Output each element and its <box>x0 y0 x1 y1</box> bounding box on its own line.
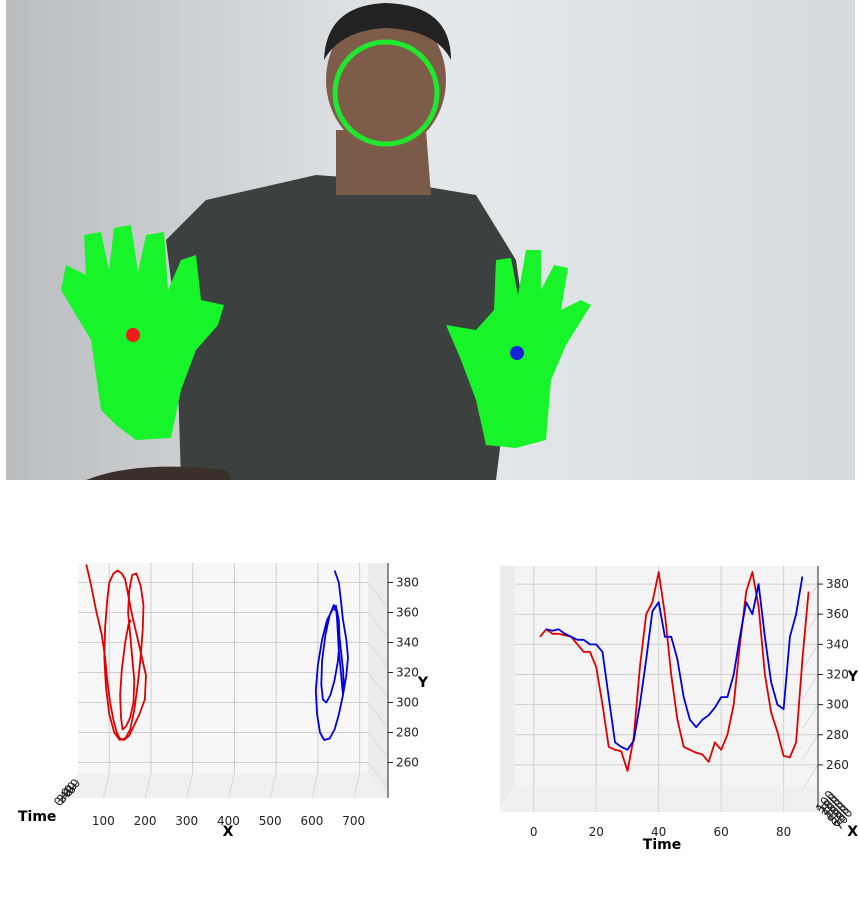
floor-grid-line <box>227 772 235 799</box>
person-shirt <box>166 175 526 480</box>
x-tick-label: 600 <box>300 814 323 828</box>
side-grid-line <box>367 582 389 608</box>
y-tick-label: 260 <box>826 758 849 772</box>
chart-right-pane <box>500 566 825 812</box>
x-tick-label: 40 <box>651 825 666 839</box>
series-line-1 <box>545 576 804 751</box>
chart-right-side-pane <box>500 566 515 810</box>
person-hair <box>324 3 451 60</box>
side-grid-line <box>802 644 819 669</box>
chart-left-yticks: 260 280 300 320 340 360 380 <box>387 563 419 798</box>
series-line-0 <box>85 564 147 741</box>
chart-right-xticks: 0 20 40 60 80 <box>530 825 791 839</box>
z-tick-mark <box>825 806 834 815</box>
x-tick-label: 0 <box>530 825 538 839</box>
side-grid-line <box>367 702 389 728</box>
y-tick-label: 380 <box>826 577 849 591</box>
chart-left-ylabel: Y <box>417 675 429 691</box>
x-tick-label: 500 <box>259 814 282 828</box>
series-line-0 <box>539 571 810 772</box>
chart-right-pane-face <box>515 566 818 786</box>
side-grid-line <box>802 734 819 760</box>
y-tick-label: 340 <box>826 637 849 651</box>
y-tick-label: 300 <box>396 696 419 710</box>
person-head <box>326 10 446 150</box>
webcam-frame <box>6 0 855 480</box>
y-tick-label: 260 <box>396 756 419 770</box>
floor-grid-line <box>353 772 361 799</box>
floor-grid-line <box>144 772 152 799</box>
right-hand-marker <box>510 346 524 360</box>
x-tick-label: 700 <box>342 814 365 828</box>
y-tick-label: 300 <box>826 698 849 712</box>
z-tick-mark <box>831 812 840 821</box>
chart-left-floor <box>68 773 388 798</box>
series-line-1 <box>314 570 349 741</box>
chair-back <box>86 466 231 480</box>
side-grid-line <box>367 762 389 788</box>
y-tick-label: 320 <box>396 666 419 680</box>
side-grid-line <box>802 704 819 729</box>
trajectory-chart-time-y: 0 20 40 60 80 260 280 300 320 340 360 380 10020030… <box>500 566 859 853</box>
floor-grid-line <box>186 772 194 799</box>
z-tick-mark <box>819 800 828 809</box>
floor-grid-line <box>102 772 110 799</box>
y-tick-label: 380 <box>396 576 419 590</box>
x-tick-label: 20 <box>589 825 604 839</box>
y-tick-label: 360 <box>826 607 849 621</box>
floor-grid-line <box>269 772 277 799</box>
side-grid-line <box>367 612 389 638</box>
left-hand-marker <box>126 328 140 342</box>
x-tick-label: 80 <box>776 825 791 839</box>
y-tick-label: 340 <box>396 636 419 650</box>
x-tick-label: 60 <box>714 825 729 839</box>
x-tick-label: 100 <box>92 814 115 828</box>
face-ring <box>332 39 440 147</box>
z-tick-mark <box>837 818 846 827</box>
chart-right-series <box>539 571 810 772</box>
chart-left-zlabel: Time <box>18 809 56 825</box>
x-tick-label: 200 <box>134 814 157 828</box>
y-tick-label: 360 <box>396 606 419 620</box>
chart-right-ylabel: Y <box>847 669 859 685</box>
x-tick-label: 300 <box>175 814 198 828</box>
side-grid-line <box>802 583 819 609</box>
y-tick-label: 280 <box>826 728 849 742</box>
side-grid-line <box>367 642 389 668</box>
z-tick-mark <box>834 815 843 824</box>
side-grid-line <box>802 764 819 790</box>
z-tick-mark <box>822 803 831 812</box>
y-tick-label: 280 <box>396 726 419 740</box>
left-hand-mask <box>61 225 224 440</box>
side-grid-line <box>367 672 389 698</box>
chart-left-series <box>85 564 349 741</box>
side-grid-line <box>802 674 819 699</box>
chart-right-xlabel: Time <box>643 837 681 853</box>
x-tick-label: 400 <box>217 814 240 828</box>
chart-left-side-pane <box>368 563 388 798</box>
person-neck <box>336 130 431 195</box>
chart-right-zlabel: X <box>847 824 858 840</box>
z-tick-mark <box>828 809 837 818</box>
chart-right-floor <box>500 786 825 812</box>
trajectory-chart-xy: 100 200 300 400 500 600 700 260 280 300 320 340 360… <box>18 563 429 840</box>
floor-grid-line <box>311 772 319 799</box>
chart-left-xlabel: X <box>223 824 234 840</box>
chart-right-yticks: 260 280 300 320 340 360 380 <box>817 566 849 810</box>
side-grid-line <box>367 732 389 758</box>
z-tick-mark <box>69 782 78 791</box>
y-tick-label: 320 <box>826 667 849 681</box>
chart-left-xticks: 100 200 300 400 500 600 700 <box>92 814 365 828</box>
